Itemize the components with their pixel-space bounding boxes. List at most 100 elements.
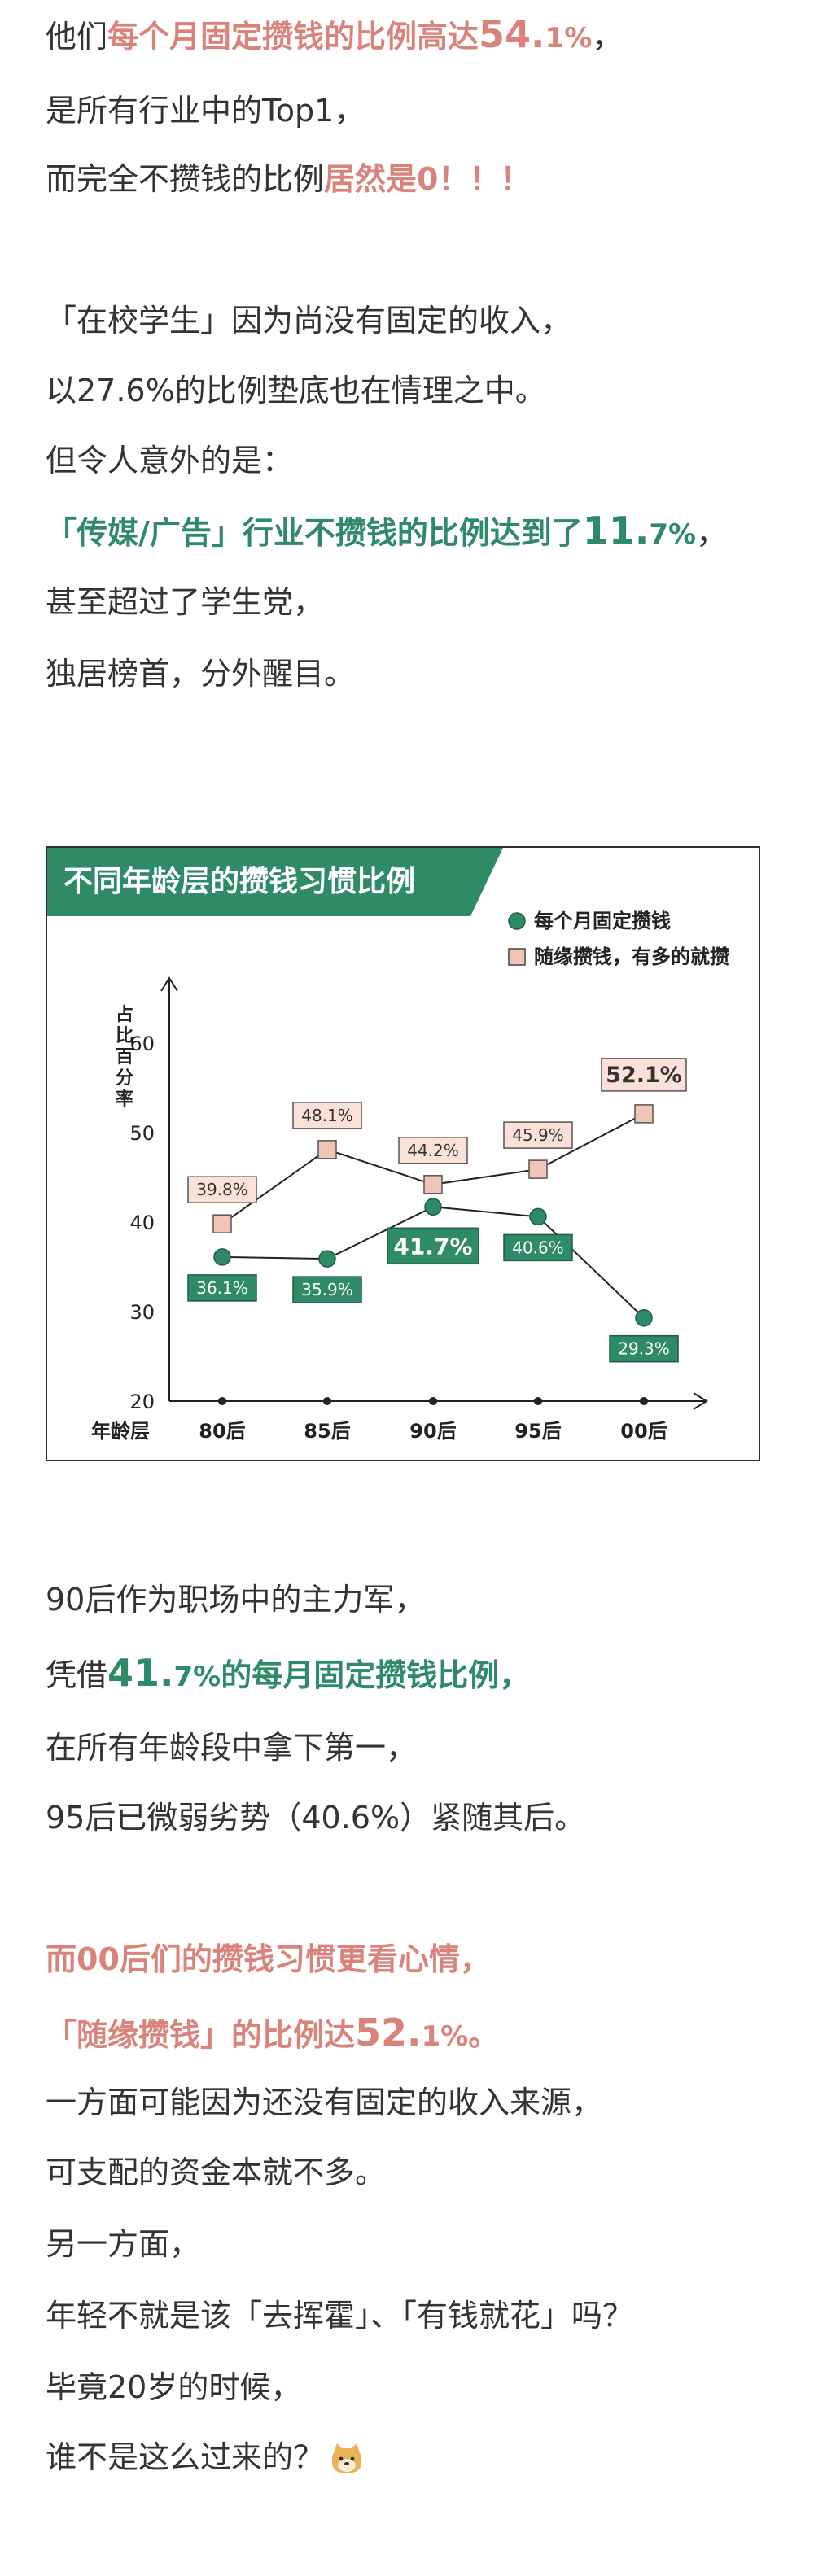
series-random-label-box xyxy=(187,1176,257,1203)
p2-highlight: 「传媒/广告」行业不攒钱的比例达到了 xyxy=(46,515,583,551)
series-fixed-point xyxy=(424,1198,442,1216)
p4-highlight: 而00后们的攒钱习惯更看心情， xyxy=(46,1941,491,1977)
series-fixed-label-box xyxy=(503,1233,573,1262)
p2-line3: 但令人意外的是： xyxy=(46,443,294,478)
legend-label-fixed: 每个月固定攒钱 xyxy=(534,910,671,932)
p2-number-decimal: 7% xyxy=(649,518,697,551)
p2-line1: 「在校学生」因为尚没有固定的收入， xyxy=(46,303,572,338)
chart-card: 20 30 40 50 60 占比百分率年龄层 80后 85后 90后 95后 00后 每个月固定攒钱… xyxy=(46,846,760,1461)
y-axis-arrow xyxy=(160,976,178,992)
x-tick-dot xyxy=(323,1397,331,1405)
x-tick-label: 95后 xyxy=(514,1420,561,1443)
p4-line4: 可支配的资金本就不多。 xyxy=(46,2155,387,2190)
y-tick-label: 30 xyxy=(129,1301,155,1324)
series-fixed-data-label: 36.1% xyxy=(196,1278,248,1298)
series-random-label-box xyxy=(398,1137,468,1164)
p4-number-decimal: 1% xyxy=(421,2020,469,2053)
p4-line8: 谁不是这么过来的？ xyxy=(46,2434,365,2480)
p1-highlight: 每个月固定攒钱的比例高达 xyxy=(107,19,479,55)
series-random-label-box xyxy=(503,1121,573,1149)
p2-punct: ， xyxy=(696,515,728,551)
y-tick-label: 20 xyxy=(129,1391,155,1413)
p4-line3: 一方面可能因为还没有固定的收入来源， xyxy=(46,2085,603,2120)
x-tick-dot xyxy=(640,1397,648,1405)
x-axis-arrow xyxy=(693,1392,708,1410)
series-random-point xyxy=(528,1159,548,1179)
series-random-data-label: 39.8% xyxy=(196,1180,248,1199)
p1-line2: 是所有行业中的Top1， xyxy=(46,93,365,129)
series-fixed-data-label: 29.3% xyxy=(618,1339,670,1359)
p1-text: 而完全不攒钱的比例 xyxy=(46,161,325,197)
chart-title-tail xyxy=(470,848,503,916)
legend-marker-random xyxy=(508,948,526,966)
p4-punct: 。 xyxy=(468,2017,500,2053)
series-random-point xyxy=(634,1104,654,1124)
p4-line2: 「随缘攒钱」的比例达52.1%。 xyxy=(46,2010,499,2059)
series-fixed-point xyxy=(318,1250,336,1268)
doge-emoji-icon xyxy=(332,2443,362,2473)
p2-line6: 独居榜首，分外醒目。 xyxy=(46,656,356,692)
x-tick-label: 90后 xyxy=(409,1420,456,1443)
series-random-point xyxy=(317,1140,337,1159)
y-tick-label: 50 xyxy=(129,1122,155,1145)
x-tick-label: 00后 xyxy=(620,1420,667,1443)
p2-line5: 甚至超过了学生党， xyxy=(46,584,325,620)
p3-number-decimal: 7% xyxy=(173,1661,221,1693)
series-fixed-point xyxy=(529,1207,547,1226)
series-random-data-label: 48.1% xyxy=(301,1106,353,1125)
series-random-point xyxy=(212,1214,232,1233)
x-axis-label: 年龄层 xyxy=(91,1420,150,1443)
legend-marker-fixed xyxy=(508,912,526,930)
p4-line6: 年轻不就是该「去挥霍」、「有钱就花」吗？ xyxy=(46,2298,634,2334)
p1-number-decimal: 1% xyxy=(545,22,593,55)
series-fixed-label-box xyxy=(187,1274,257,1302)
series-fixed-data-label: 41.7% xyxy=(393,1233,472,1260)
x-tick-dot xyxy=(534,1397,542,1405)
series-random-label-box xyxy=(601,1058,687,1092)
x-tick-dot xyxy=(429,1397,437,1405)
p4-text: 谁不是这么过来的？ xyxy=(46,2439,325,2475)
series-random-data-label: 45.9% xyxy=(512,1125,564,1145)
series-fixed-point xyxy=(213,1248,231,1266)
legend-label-random: 随缘攒钱，有多的就攒 xyxy=(534,945,729,968)
series-fixed-data-label: 40.6% xyxy=(512,1238,564,1257)
p3-highlight: 的每月固定攒钱比例， xyxy=(221,1657,531,1693)
series-fixed-point xyxy=(635,1308,653,1327)
y-tick-label: 40 xyxy=(129,1212,155,1234)
p4-line5: 另一方面， xyxy=(46,2226,201,2262)
p2-line2: 以27.6%的比例垫底也在情理之中。 xyxy=(46,373,546,408)
p3-line1: 90后作为职场中的主力军， xyxy=(46,1582,426,1618)
p1-punct: ， xyxy=(592,19,624,55)
p1-highlight: 居然是0！！！ xyxy=(324,161,532,197)
x-tick-label: 80后 xyxy=(199,1420,245,1443)
series-random-data-label: 52.1% xyxy=(606,1063,682,1088)
series-fixed-label-box xyxy=(609,1334,679,1363)
p3-number: 41. xyxy=(107,1651,174,1695)
series-fixed-label-box xyxy=(292,1276,362,1303)
chart-title: 不同年龄层的攒钱习惯比例 xyxy=(47,848,470,916)
p3-line3: 在所有年龄段中拿下第一， xyxy=(46,1730,418,1766)
p4-highlight: 「随缘攒钱」的比例达 xyxy=(46,2017,356,2053)
p3-line4: 95后已微弱劣势（40.6%）紧随其后。 xyxy=(46,1800,586,1836)
series-random-label-box xyxy=(292,1102,362,1129)
p4-line1: 而00后们的攒钱习惯更看心情， xyxy=(46,1936,491,1982)
y-tick-label: 60 xyxy=(129,1033,155,1055)
series-random-data-label: 44.2% xyxy=(407,1141,459,1160)
series-fixed-label-box xyxy=(387,1227,479,1265)
p3-text: 凭借 xyxy=(46,1657,108,1693)
p3-line2: 凭借41.7%的每月固定攒钱比例， xyxy=(46,1650,530,1700)
p1-line3: 而完全不攒钱的比例居然是0！！！ xyxy=(46,156,531,202)
y-axis-label: 占比百分率 xyxy=(116,1005,133,1110)
p2-line4: 「传媒/广告」行业不攒钱的比例达到了11.7%， xyxy=(46,508,727,557)
series-fixed-data-label: 35.9% xyxy=(301,1280,353,1299)
p2-number: 11. xyxy=(582,509,650,552)
p1-number: 54. xyxy=(479,12,545,56)
x-tick-label: 85后 xyxy=(304,1420,350,1443)
p4-line7: 毕竟20岁的时候， xyxy=(46,2369,302,2405)
p1-line1: 他们每个月固定攒钱的比例高达54.1%， xyxy=(46,11,623,61)
p1-text: 他们 xyxy=(46,19,108,55)
p4-number: 52. xyxy=(355,2011,422,2054)
x-tick-dot xyxy=(218,1397,226,1405)
series-random-point xyxy=(423,1175,443,1194)
